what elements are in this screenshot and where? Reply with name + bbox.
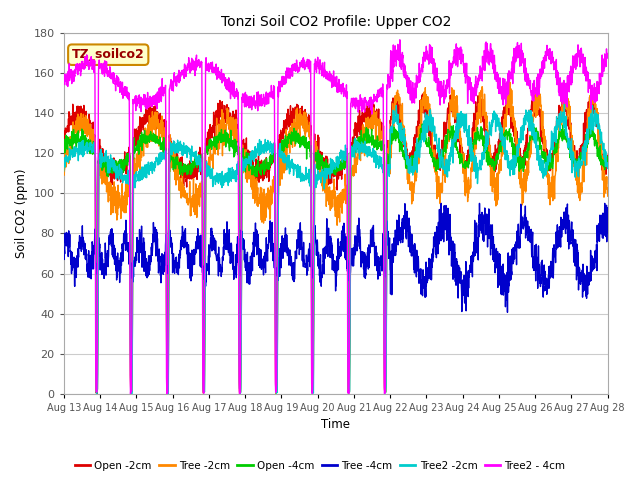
- Title: Tonzi Soil CO2 Profile: Upper CO2: Tonzi Soil CO2 Profile: Upper CO2: [221, 15, 451, 29]
- X-axis label: Time: Time: [321, 419, 350, 432]
- Y-axis label: Soil CO2 (ppm): Soil CO2 (ppm): [15, 168, 28, 258]
- Text: TZ_soilco2: TZ_soilco2: [72, 48, 145, 61]
- Legend: Open -2cm, Tree -2cm, Open -4cm, Tree -4cm, Tree2 -2cm, Tree2 - 4cm: Open -2cm, Tree -2cm, Open -4cm, Tree -4…: [70, 456, 570, 475]
